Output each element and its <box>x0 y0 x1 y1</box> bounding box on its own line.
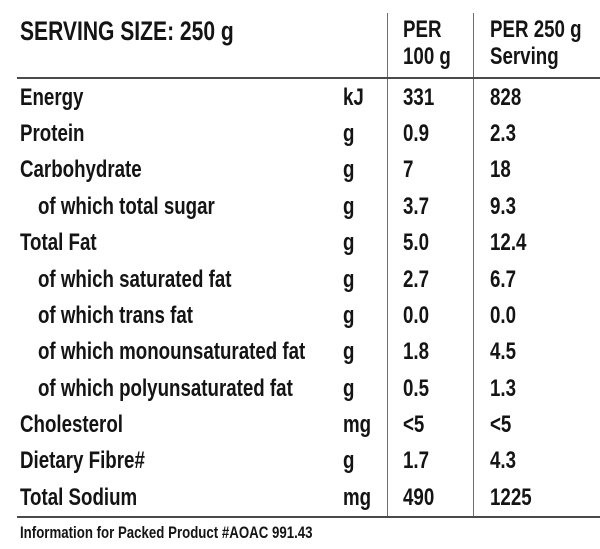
nutrient-unit: g <box>343 229 355 257</box>
footer-divider <box>17 516 600 519</box>
value-per-250g: 1225 <box>490 483 532 511</box>
nutrient-unit: mg <box>343 411 372 439</box>
nutrient-label: Dietary Fibre# <box>20 447 145 475</box>
value-per-250g: 4.3 <box>490 447 517 475</box>
value-per-250g: 9.3 <box>490 192 517 220</box>
nutrient-label: Protein <box>20 119 85 147</box>
nutrient-unit: g <box>343 192 355 220</box>
nutrient-unit: g <box>343 301 355 329</box>
value-per-100g: 5.0 <box>403 229 430 257</box>
nutrient-label: Energy <box>20 83 84 111</box>
value-per-250g: 4.5 <box>490 338 517 366</box>
value-per-250g: 12.4 <box>490 229 527 257</box>
nutrient-unit: g <box>343 338 355 366</box>
per-100g-line2: 100 g <box>403 43 451 70</box>
nutrient-unit: g <box>343 119 355 147</box>
nutrient-unit: mg <box>343 483 372 511</box>
nutrient-label: Carbohydrate <box>20 156 142 184</box>
nutrient-label: of which monounsaturated fat <box>38 338 306 366</box>
value-per-250g: <5 <box>490 411 512 439</box>
header-divider <box>17 77 600 80</box>
serving-size-header: SERVING SIZE: 250 g <box>0 13 387 77</box>
nutrient-label: of which trans fat <box>38 301 193 329</box>
value-per-100g: 7 <box>403 156 414 184</box>
footnote: Information for Packed Product #AOAC 991… <box>0 523 600 543</box>
nutrient-unit: g <box>343 265 355 293</box>
value-per-100g: 2.7 <box>403 265 430 293</box>
value-per-100g: 331 <box>403 83 435 111</box>
per-250g-line1: PER 250 g <box>490 16 582 43</box>
serving-size-text: SERVING SIZE: 250 g <box>20 16 234 46</box>
value-per-100g: 0.5 <box>403 374 430 402</box>
nutrient-unit: g <box>343 156 355 184</box>
value-per-100g: 490 <box>403 483 435 511</box>
value-per-250g: 2.3 <box>490 119 517 147</box>
nutrient-unit: g <box>343 374 355 402</box>
column-header-per-100g: PER 100 g <box>387 13 473 77</box>
nutrient-label: Total Sodium <box>20 483 138 511</box>
value-per-100g: 0.9 <box>403 119 430 147</box>
per-100g-line1: PER <box>403 16 442 43</box>
nutrient-label: Cholesterol <box>20 411 123 439</box>
nutrient-unit: kJ <box>343 83 364 111</box>
value-per-100g: 1.7 <box>403 447 430 475</box>
value-per-250g: 0.0 <box>490 301 517 329</box>
value-per-100g: 1.8 <box>403 338 430 366</box>
per-250g-line2: Serving <box>490 43 559 70</box>
value-per-250g: 1.3 <box>490 374 517 402</box>
nutrient-label: Total Fat <box>20 229 97 257</box>
nutrient-label: of which saturated fat <box>38 265 232 293</box>
value-per-100g: <5 <box>403 411 425 439</box>
value-per-250g: 828 <box>490 83 522 111</box>
nutrient-unit: g <box>343 447 355 475</box>
nutrient-label: of which polyunsaturated fat <box>38 374 293 402</box>
nutrition-table: SERVING SIZE: 250 g PER 100 g PER 250 g … <box>0 13 600 519</box>
column-header-per-250g: PER 250 g Serving <box>473 13 600 77</box>
footnote-text: Information for Packed Product #AOAC 991… <box>20 523 313 543</box>
nutrient-label: of which total sugar <box>38 192 215 220</box>
value-per-250g: 18 <box>490 156 511 184</box>
value-per-250g: 6.7 <box>490 265 517 293</box>
value-per-100g: 0.0 <box>403 301 430 329</box>
value-per-100g: 3.7 <box>403 192 430 220</box>
